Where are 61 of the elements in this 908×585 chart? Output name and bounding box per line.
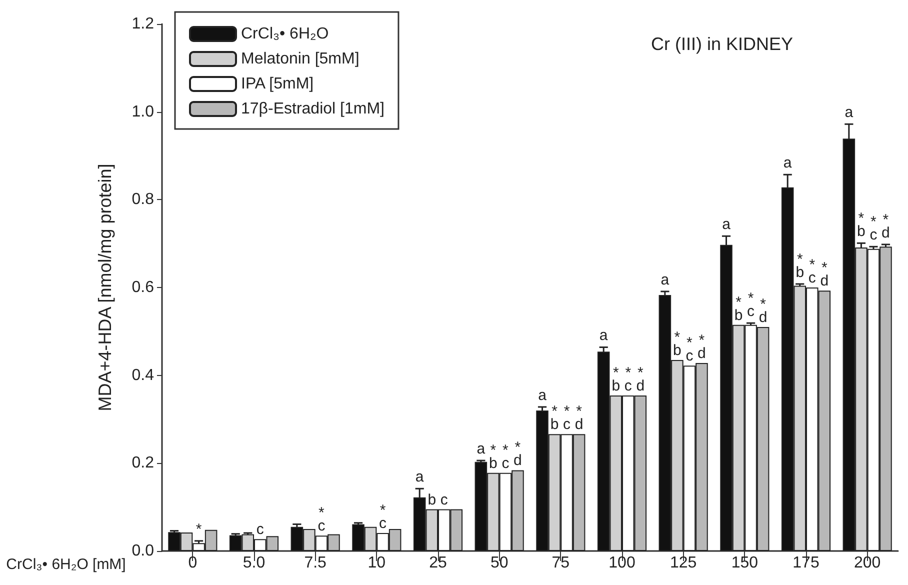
data-label: * d [758,296,768,326]
data-label: * c [563,403,572,434]
y-tick-label: 0.8 [132,191,154,208]
data-label: * d [574,403,584,434]
data-label: * b [734,294,743,324]
x-tick-label: 150 [731,554,758,572]
data-label: * b [489,442,498,472]
x-tick-label: 25 [429,554,447,572]
y-axis-title: MDA+4-HDA [nmol/mg protein] [95,164,115,412]
data-label: * d [636,364,645,395]
x-axis-title: CrCl₃• 6H₂O [mM] [6,556,126,573]
data-label: * d [882,211,890,242]
data-label: * c [379,502,388,532]
x-tick-label: 0 [188,554,198,572]
data-label: a [599,327,608,344]
data-label: * c [686,334,694,365]
x-tick-label: 200 [854,554,881,572]
x-tick-label: 5.0 [242,554,266,572]
data-label: * c [808,256,816,286]
legend-label: 17β-Estradiol [1mM] [241,100,384,118]
y-tick-label: 1.0 [132,103,154,120]
y-tick-label: 0.4 [132,366,154,384]
data-label: a [476,440,486,458]
data-label: * b [673,328,682,359]
x-tick-label: 125 [670,554,697,572]
x-tick-label: 175 [792,554,820,572]
data-label: * c [870,214,878,244]
data-label: b [428,491,436,508]
text: Cr (III) in KIDNEY [650,34,793,54]
data-label: * c [624,364,632,395]
data-label: a [783,154,792,172]
data-label: * d [698,332,706,362]
x-tick-label: 10 [368,554,386,572]
data-label: * c [502,442,510,472]
legend-label: CrCl₃• 6H₂O [241,26,329,42]
x-tick-label: 50 [490,554,508,572]
legend-label: Melatonin [5mM] [241,50,360,68]
data-label: * d [514,439,522,470]
data-label: a [844,104,854,122]
data-label: c [256,521,264,538]
data-label: * c [747,290,756,320]
x-tick-label: 7.5 [304,554,327,572]
y-tick-label: 0.2 [132,454,154,472]
data-label: * c [318,504,326,535]
data-label: a [660,271,670,288]
data-label: * [196,520,202,538]
data-label: * b [612,364,620,395]
y-tick-label: 1.2 [132,16,154,32]
data-label: * d [820,260,829,290]
y-tick-label: 0.0 [132,542,154,560]
y-tick-label: 0.6 [132,279,154,296]
data-label: * b [550,403,559,434]
data-label: a [722,216,732,234]
legend-label: IPA [5mM] [241,76,314,92]
data-label: a [415,468,424,486]
data-label: c [440,491,448,508]
data-label: * b [857,210,866,240]
data-label: a [538,386,548,404]
data-label: * b [796,250,804,281]
x-tick-label: 100 [608,554,636,572]
x-tick-label: 75 [552,554,570,572]
